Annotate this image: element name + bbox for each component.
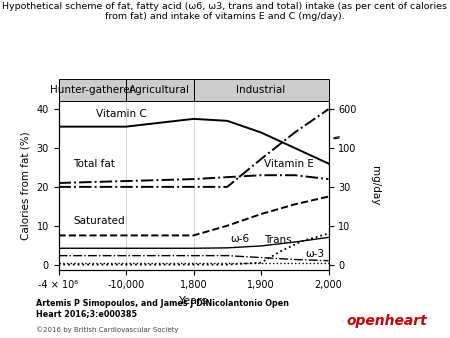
Text: Total fat: Total fat <box>73 160 115 169</box>
Text: Agricultural: Agricultural <box>129 86 190 95</box>
Text: ©2016 by British Cardiovascular Society: ©2016 by British Cardiovascular Society <box>36 326 179 333</box>
Bar <box>126 79 194 101</box>
X-axis label: Years: Years <box>179 296 208 306</box>
Text: Vitamin E: Vitamin E <box>265 160 314 169</box>
Bar <box>58 79 126 101</box>
Text: ω-3: ω-3 <box>305 249 324 259</box>
Text: ω-6: ω-6 <box>230 234 250 244</box>
Y-axis label: Calories from fat (%): Calories from fat (%) <box>21 131 31 240</box>
Text: Artemis P Simopoulos, and James J DiNicolantonio Open
Heart 2016;3:e000385: Artemis P Simopoulos, and James J DiNico… <box>36 299 289 318</box>
Text: Vitamin C: Vitamin C <box>95 109 146 119</box>
Text: Trans: Trans <box>265 235 292 245</box>
Text: Saturated: Saturated <box>73 217 125 226</box>
Bar <box>194 79 328 101</box>
Text: Hunter-gatherer: Hunter-gatherer <box>50 86 134 95</box>
Y-axis label: mg/day: mg/day <box>370 166 381 206</box>
Text: Industrial: Industrial <box>236 86 286 95</box>
Text: Hypothetical scheme of fat, fatty acid (ω6, ω3, trans and total) intake (as per : Hypothetical scheme of fat, fatty acid (… <box>3 2 447 21</box>
Text: openheart: openheart <box>347 314 427 328</box>
